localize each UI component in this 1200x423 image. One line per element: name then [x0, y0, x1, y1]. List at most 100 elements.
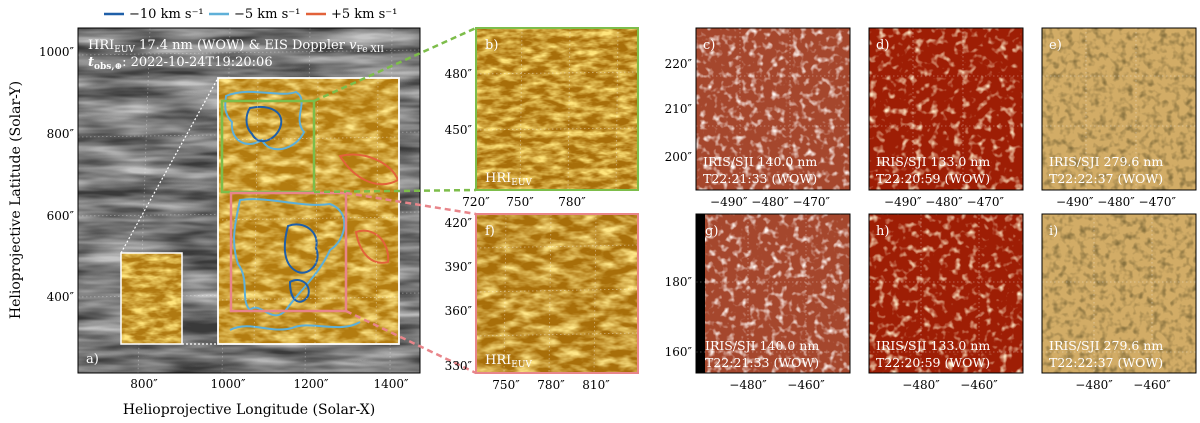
panel-a-xticks: 800″ 1000″ 1200″ 1400″	[130, 377, 409, 391]
panel-i: i) IRIS/SJI 279.6 nm T22:22:37 (WOW)	[1041, 213, 1197, 374]
panel-b-frame	[475, 27, 639, 191]
panel-i-line2: T22:22:37 (WOW)	[1049, 355, 1163, 370]
legend-label-neg10: −10 km s⁻¹	[129, 7, 204, 22]
panel-d-frame	[868, 27, 1024, 191]
panel-c-frame	[695, 27, 851, 191]
contour-pos5	[338, 153, 400, 185]
svg-text:220″: 220″	[665, 57, 693, 71]
panel-h: h) IRIS/SJI 133.0 nm T22:20:59 (WOW)	[868, 213, 1024, 374]
panel-b-grid	[475, 27, 639, 191]
svg-text:180″: 180″	[665, 275, 693, 289]
panel-c-texture	[696, 28, 850, 190]
panel-f-caption: HRIEUV	[485, 353, 532, 370]
contour-neg5	[224, 90, 306, 151]
panel-a-yticks: 1000″ 800″ 600″ 400″	[39, 45, 75, 304]
panel-c-line2: T22:21:33 (WOW)	[703, 171, 817, 186]
panel-i-frame	[1041, 213, 1197, 374]
panel-e-label: e)	[1049, 38, 1062, 53]
panel-a-label: a)	[86, 352, 99, 367]
panel-b-caption: HRIEUV	[485, 171, 532, 188]
svg-text:800″: 800″	[130, 377, 158, 391]
contour-neg10	[245, 106, 283, 143]
svg-text:720″: 720″	[462, 195, 490, 209]
panel-h-texture	[869, 214, 1023, 373]
svg-text:−460″: −460″	[1133, 378, 1171, 392]
panel-b-label: b)	[485, 38, 498, 53]
zoom-box-f	[229, 191, 348, 313]
panel-b-xticks: 720″ 750″ 780″	[462, 195, 586, 209]
row2-xticks: −480″ −460″ −480″ −460″ −480″ −460″	[729, 378, 1171, 392]
legend-label-neg5: −5 km s⁻¹	[234, 7, 300, 22]
row1-xticks: −490″ −480″ −470″ −490″ −480″ −470″ −490…	[710, 195, 1176, 209]
legend: −10 km s⁻¹ −5 km s⁻¹ +5 km s⁻¹	[104, 7, 397, 22]
svg-text:420″: 420″	[445, 216, 473, 230]
inset-connector-top	[120, 77, 219, 254]
panel-g-frame	[695, 213, 851, 374]
panel-c-label: c)	[703, 38, 715, 53]
contour-neg5-c	[229, 321, 361, 331]
contour-pos5-b	[354, 229, 390, 264]
legend-label-pos5: +5 km s⁻¹	[331, 7, 397, 22]
panel-d-label: d)	[876, 38, 889, 53]
panel-a: HRIEUV 17.4 nm (WOW) & EIS Doppler vFe X…	[8, 27, 421, 418]
panel-a-large-inset-texture	[218, 78, 399, 344]
panel-g-line2: T22:21:33 (WOW)	[705, 355, 819, 370]
row2-yticks: 180″ 160″	[665, 275, 693, 359]
svg-text:360″: 360″	[445, 304, 473, 318]
panel-i-texture	[1042, 214, 1196, 373]
svg-text:600″: 600″	[47, 209, 75, 223]
svg-text:−460″: −460″	[960, 378, 998, 392]
panel-e-frame	[1041, 27, 1197, 191]
panel-c-line1: IRIS/SJI 140.0 nm	[703, 154, 817, 169]
contour-neg10-b	[283, 223, 319, 274]
panel-f-texture	[476, 214, 638, 373]
svg-text:1200″: 1200″	[293, 377, 329, 391]
panel-f-xticks: 750″ 780″ 810″	[492, 378, 610, 392]
panel-b-texture	[476, 28, 638, 190]
panel-g-texture	[696, 214, 850, 373]
panel-g: g) IRIS/SJI 140.0 nm T22:21:33 (WOW)	[695, 213, 851, 374]
connector-f-bottom	[345, 309, 477, 375]
panel-f-grid	[475, 213, 639, 374]
svg-text:−490″ −480″ −470″: −490″ −480″ −470″	[710, 195, 830, 209]
panel-d-line1: IRIS/SJI 133.0 nm	[876, 154, 990, 169]
svg-text:1000″: 1000″	[210, 377, 246, 391]
svg-text:480″: 480″	[445, 67, 473, 81]
svg-text:780″: 780″	[558, 195, 586, 209]
svg-text:−490″ −480″ −470″: −490″ −480″ −470″	[884, 195, 1004, 209]
panel-i-label: i)	[1049, 224, 1058, 239]
panel-a-time: tobs,⊕: 2022-10-24T19:20:06	[88, 55, 273, 72]
panel-h-frame	[868, 213, 1024, 374]
svg-text:390″: 390″	[445, 260, 473, 274]
svg-text:160″: 160″	[665, 345, 693, 359]
panel-f: f) HRIEUV 420″ 390″ 360″ 330″ 750″ 780″ …	[445, 213, 639, 392]
svg-text:810″: 810″	[582, 378, 610, 392]
panel-d: d) IRIS/SJI 133.0 nm T22:20:59 (WOW)	[868, 27, 1024, 191]
svg-text:400″: 400″	[47, 290, 75, 304]
connector-f-top	[345, 191, 477, 216]
row1-yticks: 220″ 210″ 200″	[665, 57, 693, 164]
panel-e-line2: T22:22:37 (WOW)	[1049, 171, 1163, 186]
panel-a-inset-grid	[217, 77, 400, 345]
svg-text:1000″: 1000″	[39, 45, 75, 59]
svg-text:−480″: −480″	[729, 378, 767, 392]
panel-a-ylabel: Helioprojective Latitude (Solar-Y)	[8, 81, 24, 319]
panel-a-title: HRIEUV 17.4 nm (WOW) & EIS Doppler vFe X…	[88, 38, 384, 55]
panel-a-small-inset-border	[120, 252, 183, 345]
panel-e-texture	[1042, 28, 1196, 190]
svg-text:780″: 780″	[537, 378, 565, 392]
panel-f-frame	[475, 213, 639, 374]
panel-f-label: f)	[485, 224, 495, 239]
svg-text:450″: 450″	[445, 123, 473, 137]
panel-a-small-inset-texture	[121, 253, 182, 344]
svg-text:−490″ −480″ −470″: −490″ −480″ −470″	[1056, 195, 1176, 209]
panel-i-line1: IRIS/SJI 279.6 nm	[1049, 338, 1163, 353]
panel-b: b) HRIEUV 480″ 450″ 720″ 750″ 780″	[445, 27, 639, 209]
panel-d-texture	[869, 28, 1023, 190]
panel-a-xlabel: Helioprojective Longitude (Solar-X)	[123, 402, 375, 418]
panel-h-line1: IRIS/SJI 133.0 nm	[876, 338, 990, 353]
contour-neg10-c	[288, 278, 310, 303]
panel-c: c) IRIS/SJI 140.0 nm T22:21:33 (WOW)	[695, 27, 851, 191]
svg-text:750″: 750″	[506, 195, 534, 209]
